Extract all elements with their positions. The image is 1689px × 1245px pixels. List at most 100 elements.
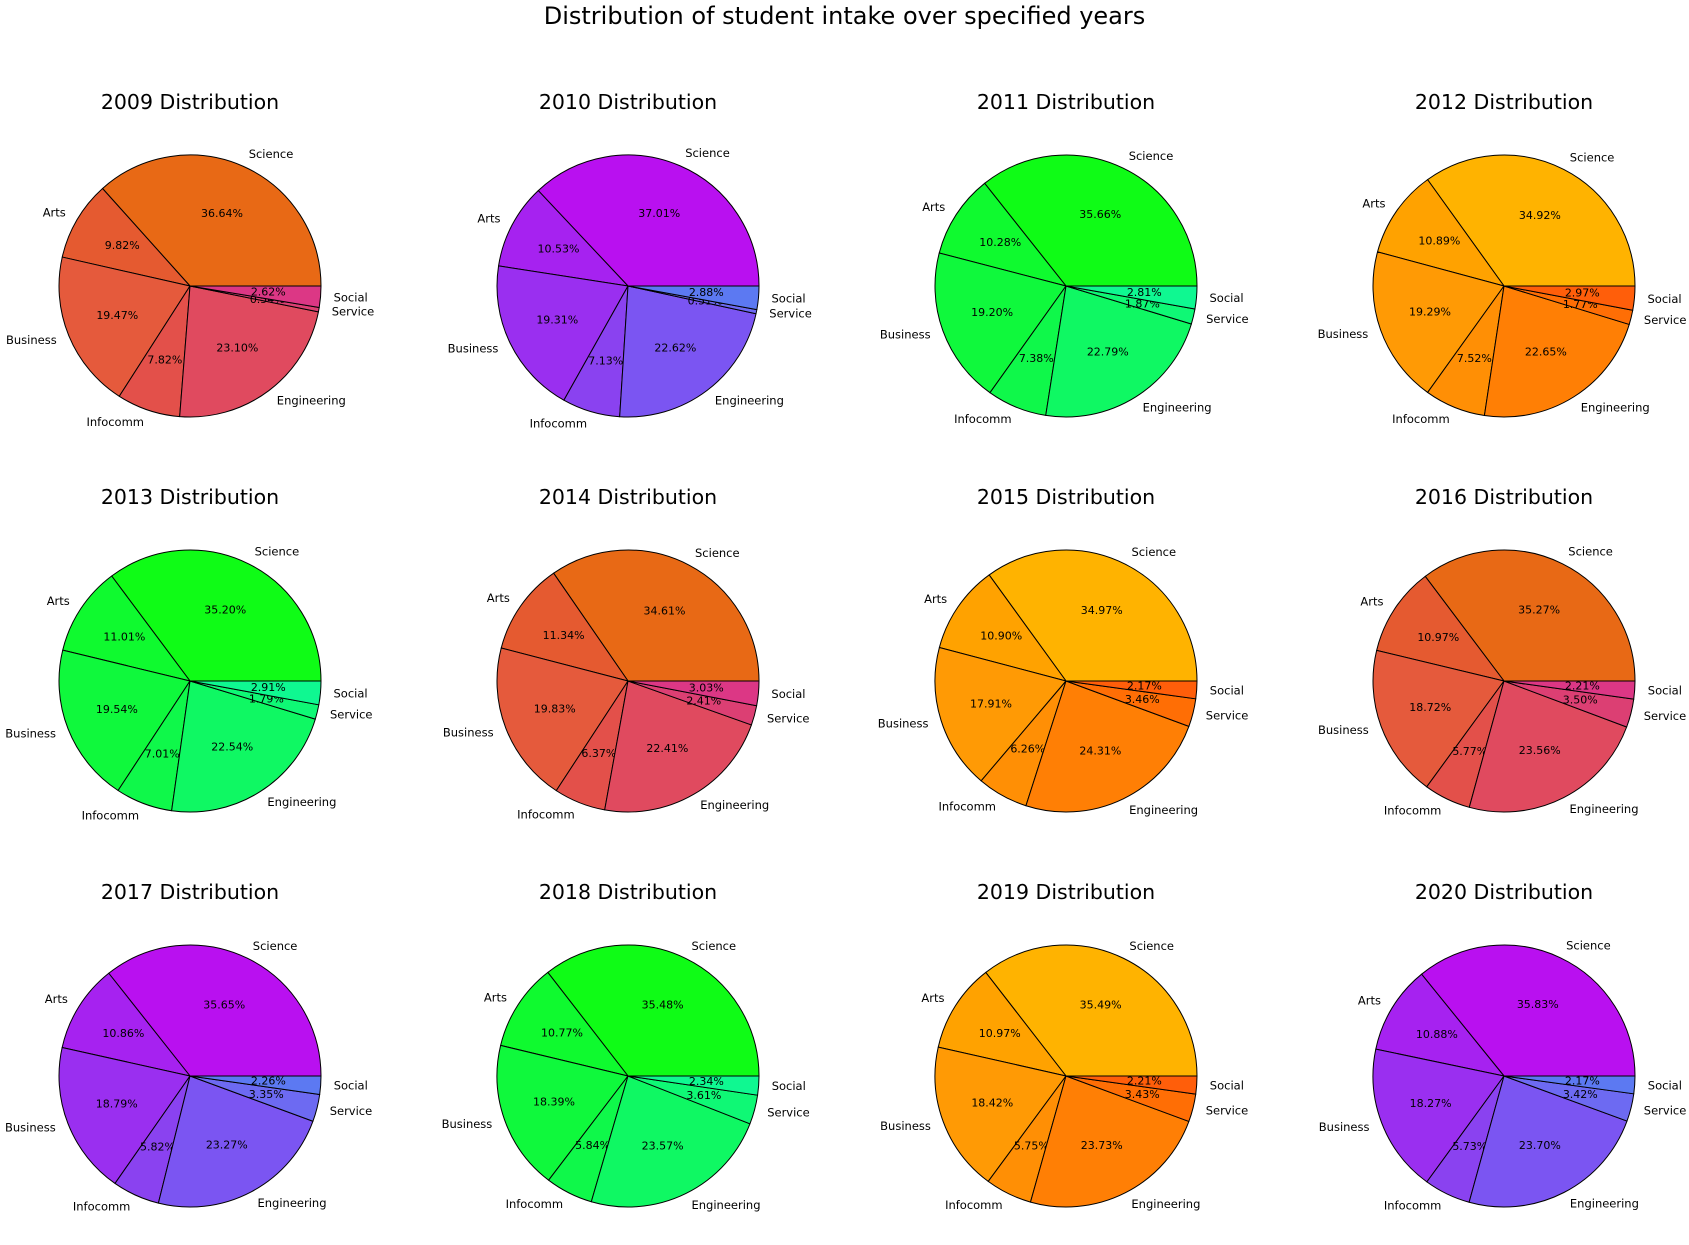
- slice-percent-business: 19.54%: [96, 703, 138, 716]
- slice-business: [934, 646, 1067, 782]
- slice-label-engineering: Engineering: [1570, 1197, 1639, 1211]
- pie-title: 2018 Distribution: [539, 880, 717, 904]
- slice-label-social: Social: [1648, 1078, 1682, 1092]
- slice-percent-business: 17.91%: [970, 698, 1012, 711]
- pie-2017-distribution: 2017 Distribution Science 35.65% Arts 10.86%…: [5, 880, 372, 1214]
- slice-percent-science: 35.48%: [642, 998, 684, 1011]
- slice-label-business: Business: [5, 726, 56, 740]
- slice-percent-infocomm: 7.01%: [145, 748, 180, 761]
- slice-percent-social: 2.88%: [689, 286, 724, 299]
- slice-social: [1065, 285, 1198, 310]
- slice-percent-business: 19.20%: [971, 306, 1013, 319]
- slice-percent-engineering: 23.27%: [206, 1139, 248, 1152]
- slice-percent-business: 19.83%: [534, 702, 576, 715]
- slice-label-infocomm: Infocomm: [517, 807, 575, 821]
- slice-label-infocomm: Infocomm: [954, 412, 1012, 426]
- slice-label-business: Business: [448, 342, 499, 356]
- slice-percent-infocomm: 5.82%: [140, 1141, 175, 1154]
- slice-percent-arts: 10.97%: [979, 1027, 1021, 1040]
- slice-label-business: Business: [878, 717, 929, 731]
- slice-label-social: Social: [1210, 291, 1244, 305]
- pie-title: 2017 Distribution: [101, 880, 279, 904]
- slice-label-infocomm: Infocomm: [938, 799, 996, 813]
- slice-percent-engineering: 23.73%: [1081, 1139, 1123, 1152]
- slice-label-science: Science: [685, 146, 730, 160]
- slice-label-social: Social: [334, 290, 368, 304]
- slice-engineering: [1025, 680, 1190, 813]
- slice-percent-infocomm: 5.77%: [1452, 745, 1487, 758]
- slice-label-business: Business: [6, 333, 57, 347]
- slice-label-service: Service: [1644, 709, 1687, 723]
- slice-percent-social: 2.21%: [1127, 1075, 1162, 1088]
- slice-percent-arts: 10.89%: [1418, 234, 1460, 247]
- slice-percent-arts: 10.88%: [1416, 1028, 1458, 1041]
- slice-percent-social: 2.81%: [1127, 286, 1162, 299]
- slice-percent-engineering: 22.62%: [654, 342, 696, 355]
- slice-label-social: Social: [1210, 683, 1244, 697]
- pie-title: 2011 Distribution: [977, 90, 1155, 114]
- slice-label-engineering: Engineering: [1131, 1197, 1200, 1211]
- pie-2010-distribution: 2010 Distribution Science 37.01% Arts 10.53%…: [448, 90, 812, 431]
- slice-label-service: Service: [330, 708, 373, 722]
- slice-label-business: Business: [443, 725, 494, 739]
- slice-business: [58, 1047, 191, 1184]
- slice-arts: [1375, 973, 1505, 1077]
- slice-engineering: [1045, 285, 1192, 418]
- pie-2016-distribution: 2016 Distribution Science 35.27% Arts 10.97%…: [1318, 485, 1686, 817]
- slice-science: [537, 154, 760, 287]
- slice-science: [1427, 154, 1636, 287]
- slice-label-infocomm: Infocomm: [506, 1197, 564, 1211]
- slice-percent-engineering: 22.79%: [1087, 346, 1129, 359]
- slice-label-service: Service: [1206, 312, 1249, 326]
- slice-label-infocomm: Infocomm: [1384, 1198, 1442, 1212]
- pie-2014-distribution: 2014 Distribution Science 34.61% Arts 11.34%…: [443, 485, 810, 821]
- slice-percent-arts: 10.97%: [1417, 631, 1459, 644]
- slice-arts: [61, 972, 191, 1077]
- slice-percent-social: 2.62%: [251, 286, 286, 299]
- slice-label-service: Service: [330, 1104, 373, 1118]
- slice-percent-social: 2.34%: [689, 1075, 724, 1088]
- slice-social: [189, 680, 322, 706]
- slice-label-engineering: Engineering: [277, 394, 346, 408]
- slice-label-engineering: Engineering: [1129, 803, 1198, 817]
- slice-science: [985, 944, 1198, 1077]
- slice-label-business: Business: [5, 1121, 56, 1135]
- slice-label-engineering: Engineering: [715, 394, 784, 408]
- pie-title: 2012 Distribution: [1415, 90, 1593, 114]
- pie-title: 2014 Distribution: [539, 485, 717, 509]
- slice-arts: [500, 572, 629, 682]
- slice-percent-science: 34.61%: [644, 604, 686, 617]
- slice-label-science: Science: [249, 147, 294, 161]
- slice-label-service: Service: [767, 711, 810, 725]
- slice-label-infocomm: Infocomm: [530, 417, 588, 431]
- slice-label-infocomm: Infocomm: [86, 415, 144, 429]
- pie-title: 2016 Distribution: [1415, 485, 1593, 509]
- slice-percent-engineering: 22.41%: [646, 742, 688, 755]
- slice-percent-arts: 11.01%: [103, 631, 145, 644]
- slice-label-business: Business: [1318, 327, 1369, 341]
- slice-label-arts: Arts: [921, 991, 944, 1005]
- slice-engineering: [1468, 680, 1628, 813]
- slice-percent-engineering: 24.31%: [1079, 745, 1121, 758]
- slice-percent-infocomm: 7.82%: [147, 354, 182, 367]
- slice-percent-infocomm: 7.13%: [588, 354, 623, 367]
- slice-label-service: Service: [1644, 1103, 1687, 1117]
- slice-arts: [62, 575, 191, 682]
- slice-label-science: Science: [1568, 545, 1613, 559]
- slice-percent-science: 35.66%: [1079, 208, 1121, 221]
- slice-label-engineering: Engineering: [267, 795, 336, 809]
- slice-percent-business: 19.31%: [536, 313, 578, 326]
- slice-social: [1503, 1075, 1636, 1095]
- slice-arts: [938, 182, 1067, 287]
- slice-label-engineering: Engineering: [1143, 401, 1212, 415]
- slice-social: [627, 285, 760, 311]
- slice-label-arts: Arts: [924, 592, 947, 606]
- slice-social: [189, 1075, 322, 1096]
- slice-label-social: Social: [1648, 292, 1682, 306]
- slice-percent-social: 2.26%: [251, 1075, 286, 1088]
- slice-label-arts: Arts: [484, 990, 507, 1004]
- slice-percent-business: 18.72%: [1409, 701, 1451, 714]
- slice-business: [496, 265, 629, 401]
